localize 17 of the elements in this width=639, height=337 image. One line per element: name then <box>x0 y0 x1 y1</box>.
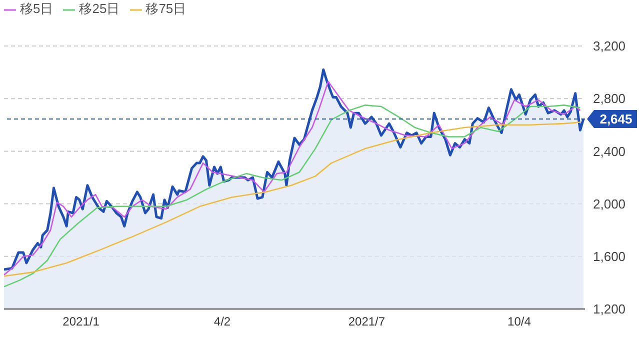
y-tick-label: 2,800 <box>593 91 626 106</box>
y-tick-label: 1,600 <box>593 249 626 264</box>
y-tick-label: 3,200 <box>593 38 626 54</box>
ref-line-label: 2,645 <box>600 111 632 126</box>
line-series <box>4 80 581 276</box>
y-tick-label: 2,400 <box>593 144 626 159</box>
line-series <box>4 104 581 288</box>
line-series <box>4 122 581 277</box>
x-tick-label: 10/4 <box>508 314 532 329</box>
x-tick-label: 2021/1 <box>62 314 100 329</box>
x-tick-label: 2021/7 <box>348 314 386 329</box>
x-tick-label: 4/2 <box>214 314 231 329</box>
legend-label: 移75日 <box>146 1 186 16</box>
y-tick-label: 2,000 <box>593 196 626 212</box>
legend-label: 移25日 <box>79 1 120 16</box>
y-tick-label: 1,200 <box>593 302 626 317</box>
legend-label: 移5日 <box>20 1 54 16</box>
